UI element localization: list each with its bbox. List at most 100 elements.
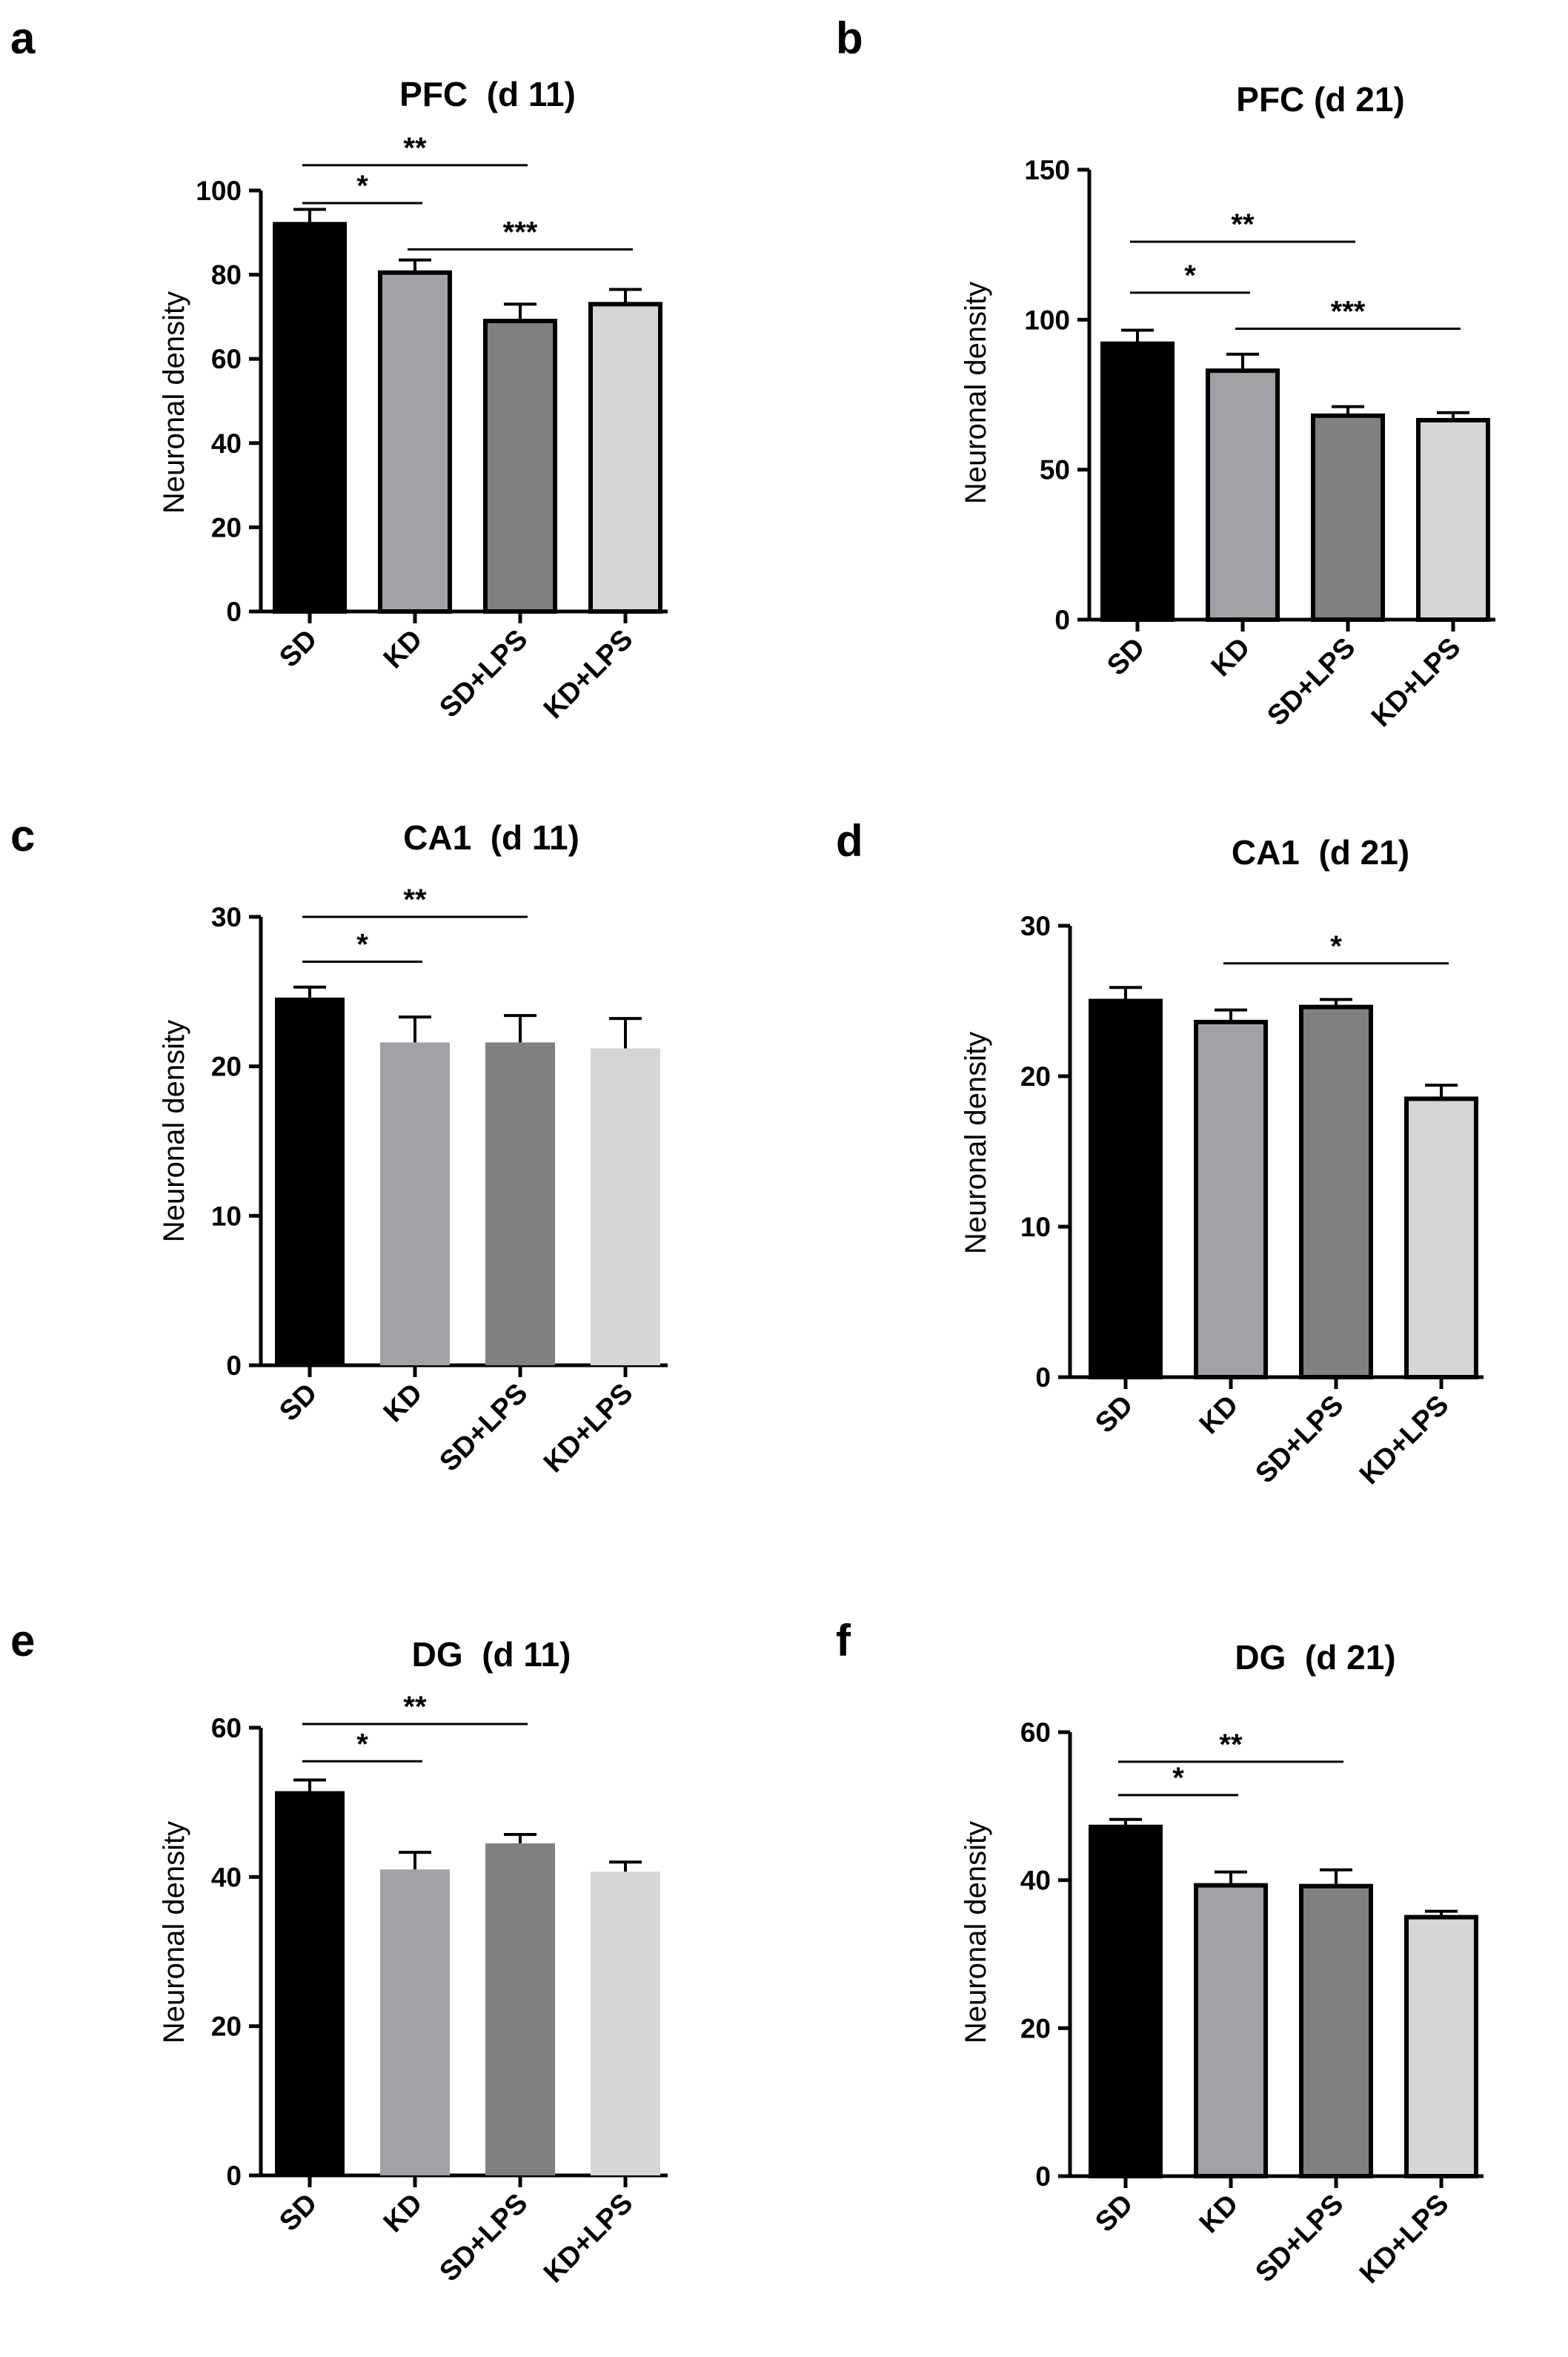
- x-tick-label: KD+LPS: [538, 624, 639, 725]
- bar-sd: [1089, 998, 1163, 1379]
- y-tick-label: 100: [1024, 305, 1070, 335]
- x-tick-label: SD+LPS: [1261, 632, 1361, 732]
- bar-sd-lps: [1299, 1004, 1373, 1379]
- significance-label: **: [403, 1691, 427, 1723]
- x-tick-label: SD: [1089, 2189, 1139, 2238]
- x-tick-label: KD+LPS: [1354, 2189, 1455, 2290]
- panel-f: f DG (d 21) Neuronal density 0 20 40 60 SD KD…: [836, 1616, 1484, 2290]
- bar-sd-lps: [485, 1843, 555, 2175]
- y-tick-label: 0: [1035, 2161, 1051, 2192]
- bar-sd-lps: [485, 1042, 555, 1365]
- significance-label: *: [1330, 930, 1342, 963]
- y-tick-label: 50: [1040, 455, 1070, 485]
- panel-d: d CA1 (d 21) Neuronal density 0 10 20 30 SD K…: [836, 816, 1484, 1491]
- x-tick-label: SD+LPS: [433, 2188, 534, 2288]
- y-tick-label: 60: [211, 344, 242, 374]
- bar-kd: [1194, 1019, 1268, 1380]
- y-tick-label: 60: [211, 1713, 242, 1743]
- x-tick-label: KD+LPS: [538, 1378, 639, 1479]
- panel-title-e: DG (d 11): [412, 1635, 571, 1674]
- significance-label: *: [1184, 259, 1196, 292]
- significance-label: ***: [503, 216, 538, 249]
- x-tick-label: SD+LPS: [433, 624, 534, 724]
- bar-kd-lps: [1404, 1096, 1478, 1379]
- y-tick-label: 10: [1020, 1212, 1051, 1242]
- panel-letter-f: f: [836, 1616, 851, 1665]
- panel-title-a: PFC (d 11): [399, 75, 576, 113]
- x-tick-label: KD: [1194, 2189, 1245, 2240]
- panel-title-b: PFC (d 21): [1236, 80, 1404, 119]
- y-tick-label: 60: [1020, 1717, 1051, 1748]
- y-tick-label: 20: [1020, 1061, 1051, 1092]
- y-axis-label-d: Neuronal density: [960, 1032, 992, 1254]
- x-tick-label: KD: [378, 1378, 429, 1429]
- bar-kd: [1206, 368, 1280, 622]
- bar-sd: [273, 222, 347, 614]
- significance-label: **: [1219, 1728, 1243, 1761]
- panel-title-d: CA1 (d 21): [1232, 833, 1409, 872]
- panel-e: e DG (d 11) Neuronal density 0 20 40 60 SD KD…: [10, 1616, 668, 2289]
- significance-label: ***: [1331, 295, 1366, 328]
- plot-area-d: 0 10 20 30 SD KD SD+LPS KD+LPS *: [1020, 911, 1484, 1491]
- y-tick-label: 150: [1024, 155, 1070, 185]
- panel-c: c CA1 (d 11) Neuronal density 0 10 20 30 SD K…: [10, 811, 668, 1479]
- y-tick-label: 0: [1035, 1362, 1051, 1393]
- y-axis-label-c: Neuronal density: [158, 1020, 190, 1242]
- bar-kd: [378, 270, 452, 614]
- y-axis-label-a: Neuronal density: [158, 291, 190, 514]
- bar-kd-lps: [588, 302, 662, 614]
- significance-label: *: [356, 170, 368, 202]
- x-tick-label: KD: [1206, 632, 1257, 683]
- significance-label: **: [1231, 208, 1255, 241]
- bar-sd: [1100, 341, 1175, 622]
- x-tick-label: SD+LPS: [1249, 1390, 1349, 1490]
- panel-letter-a: a: [10, 13, 36, 63]
- bar-kd-lps: [1404, 1915, 1478, 2178]
- y-tick-label: 100: [196, 176, 242, 206]
- x-tick-label: SD: [273, 624, 323, 674]
- y-tick-label: 40: [211, 428, 242, 459]
- bar-kd: [1194, 1883, 1268, 2179]
- bar-sd-lps: [1299, 1883, 1373, 2178]
- significance-label: *: [356, 1728, 368, 1760]
- bar-sd: [275, 997, 345, 1365]
- x-tick-label: KD+LPS: [538, 2188, 639, 2289]
- x-tick-label: KD: [378, 2188, 429, 2239]
- y-axis-label-b: Neuronal density: [960, 282, 992, 504]
- significance-label: *: [1172, 1762, 1184, 1794]
- bar-kd: [380, 1042, 450, 1365]
- y-tick-label: 0: [226, 597, 242, 627]
- y-tick-label: 40: [211, 1862, 242, 1892]
- x-tick-label: SD: [1101, 632, 1151, 682]
- bar-kd-lps: [591, 1872, 660, 2175]
- significance-label: *: [356, 929, 368, 961]
- y-tick-label: 30: [211, 902, 242, 932]
- x-tick-label: SD+LPS: [433, 1378, 534, 1478]
- panel-a: a PFC (d 11) Neuronal density 0 20 40 60 80 1…: [10, 13, 668, 725]
- bar-kd-lps: [591, 1048, 660, 1365]
- bar-sd-lps: [483, 319, 557, 614]
- bar-sd: [275, 1791, 345, 2175]
- y-tick-label: 0: [226, 2161, 242, 2191]
- panel-title-c: CA1 (d 11): [403, 818, 579, 857]
- panel-letter-d: d: [836, 816, 863, 866]
- y-tick-label: 80: [211, 260, 242, 291]
- x-tick-label: KD: [378, 624, 429, 675]
- x-tick-label: KD+LPS: [1366, 632, 1466, 733]
- x-tick-label: SD+LPS: [1249, 2189, 1349, 2289]
- y-tick-label: 10: [211, 1201, 242, 1231]
- y-tick-label: 30: [1020, 911, 1051, 941]
- bar-sd: [1089, 1824, 1163, 2178]
- x-tick-label: SD: [1089, 1390, 1139, 1439]
- y-axis-label-e: Neuronal density: [158, 1821, 190, 2043]
- panel-letter-e: e: [10, 1616, 35, 1665]
- y-tick-label: 0: [1054, 605, 1070, 635]
- panel-title-f: DG (d 21): [1235, 1638, 1395, 1677]
- y-axis-label-f: Neuronal density: [960, 1821, 992, 2043]
